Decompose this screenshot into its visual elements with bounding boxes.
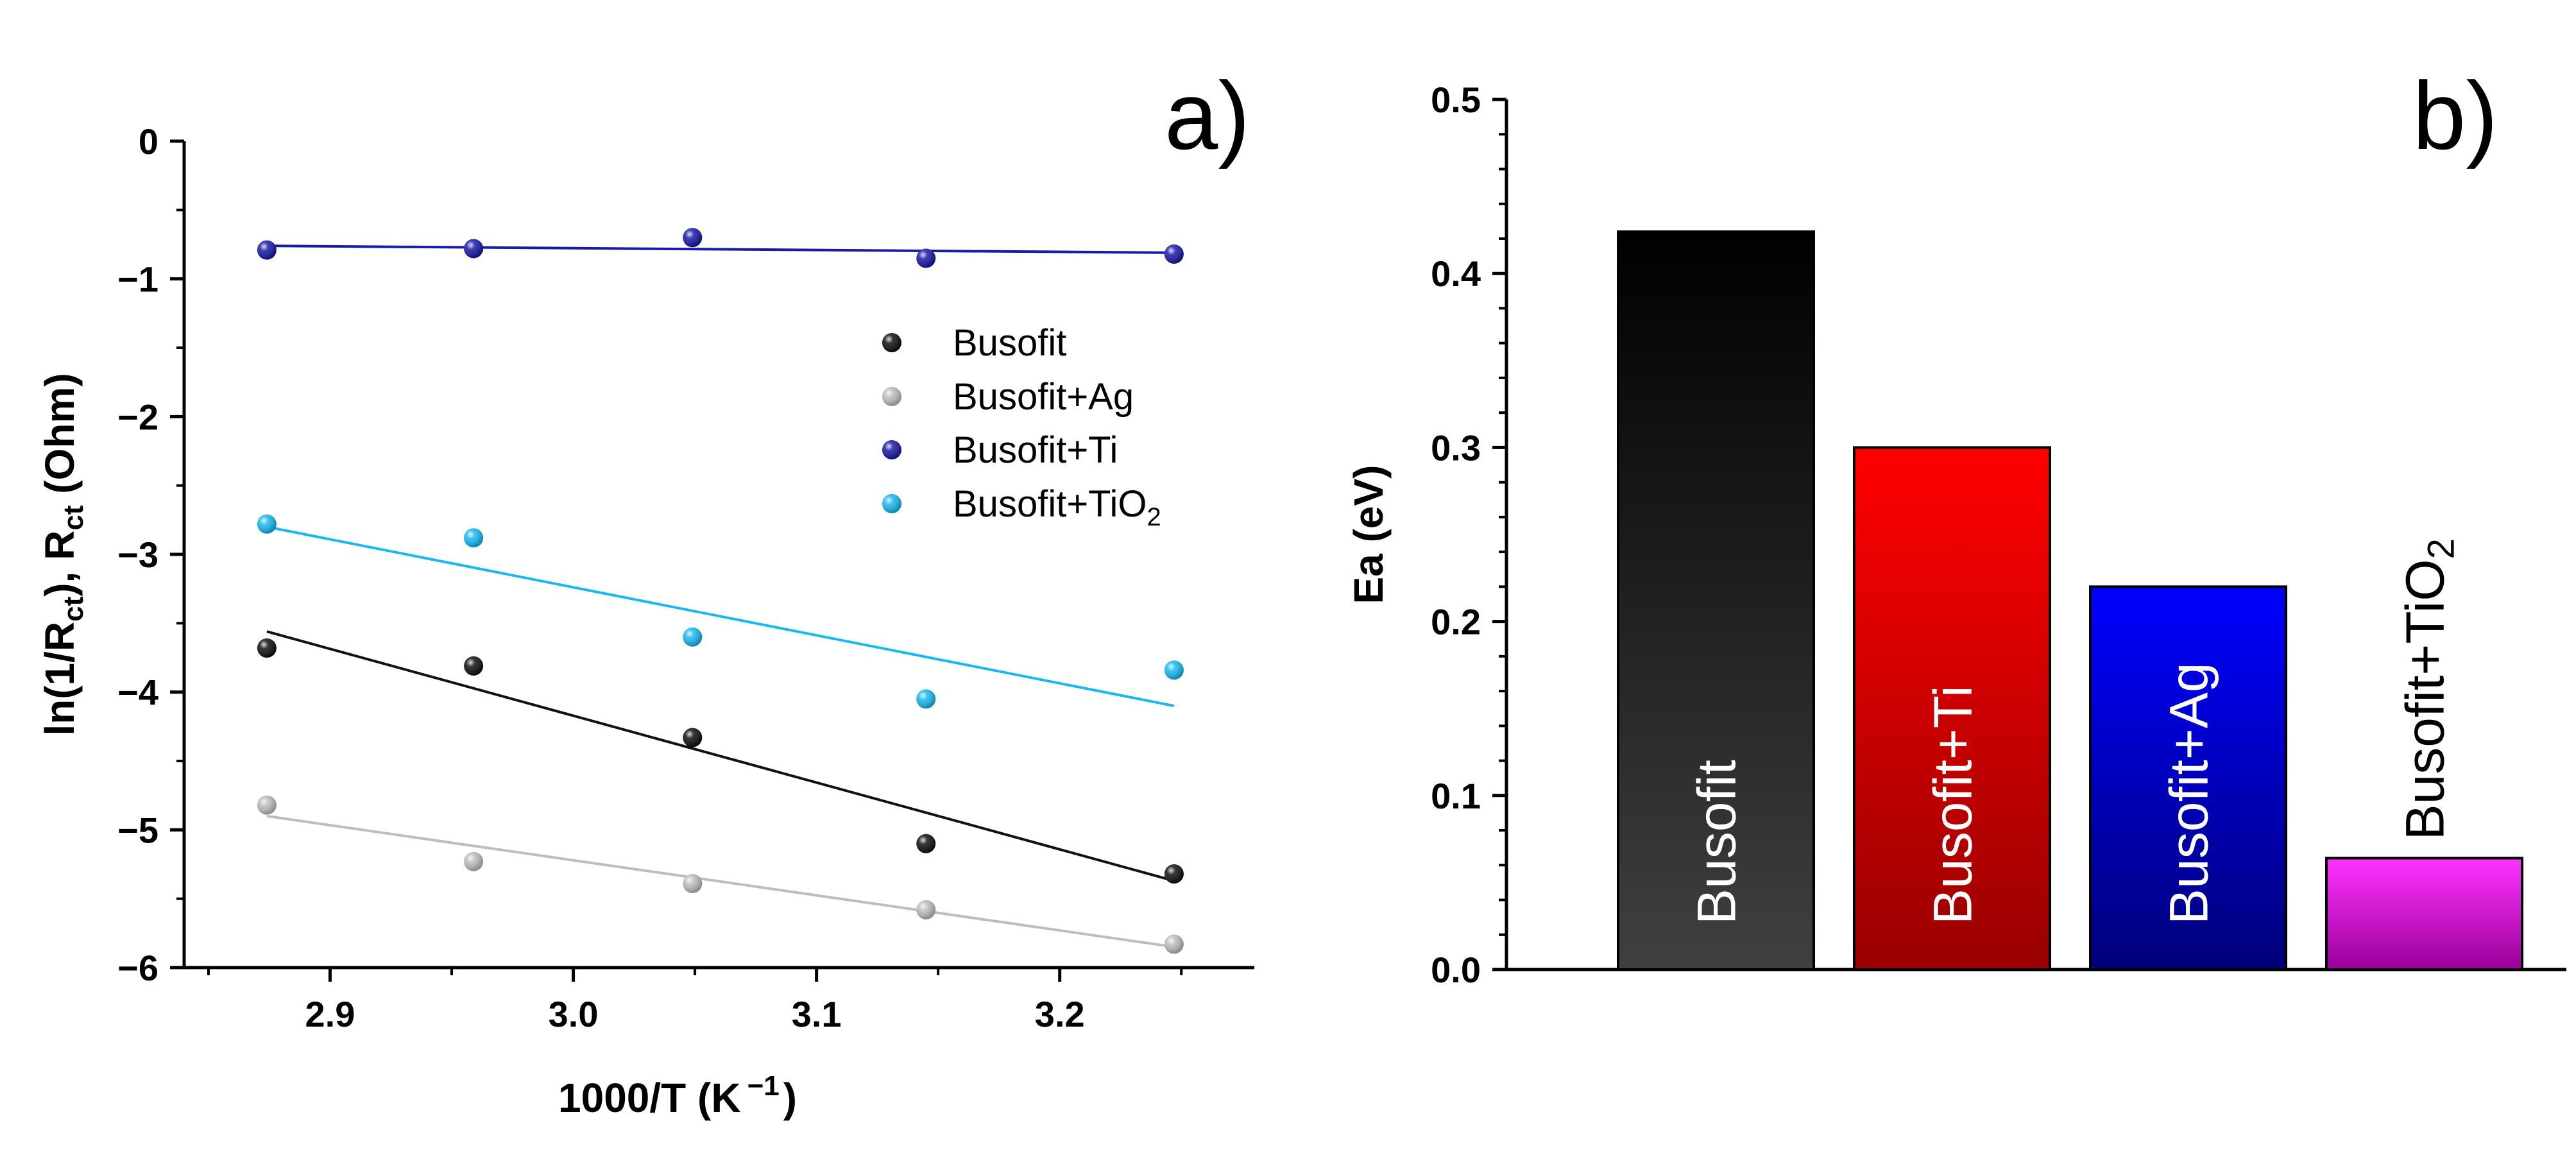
point-shine <box>257 638 277 658</box>
point-shine <box>916 689 936 709</box>
a-x-tick-label: 3.1 <box>792 994 842 1034</box>
a-y-ticks: 0 −1 −2 −3 −4 −5 −6 <box>117 121 184 988</box>
bar-busofit-ti <box>1853 446 2051 971</box>
b-bars: Busofit Busofit+Ti Busofit+Ag Busofit+TiO2 <box>1617 230 2523 971</box>
point-shine <box>683 728 703 748</box>
point-shine <box>1164 660 1184 680</box>
a-x-tick-label: 2.9 <box>305 994 355 1034</box>
legend-label-busofit-tio2: Busofit+TiO2 <box>953 483 1161 531</box>
a-y-tick-label: 0 <box>139 121 158 162</box>
point-shine <box>257 795 277 815</box>
bar-label-busofit-tio2: Busofit+TiO2 <box>2395 538 2462 840</box>
point-shine <box>257 514 277 534</box>
b-y-tick-label: 0.1 <box>1431 776 1481 816</box>
point-shine <box>257 240 277 260</box>
chart-b: b) 0.00.10.20.30.40.5 Busofit Busofit+Ti B… <box>1345 62 2566 990</box>
point-shine <box>916 900 936 919</box>
a-y-axis-label: ln(1/Rct), Rct (Ohm) <box>37 373 89 735</box>
bar-busofit-tio2 <box>2325 857 2523 971</box>
fit-line-busofit <box>266 630 1175 882</box>
legend-label-busofit: Busofit <box>953 322 1066 364</box>
a-x-tick-label: 3.0 <box>549 994 599 1034</box>
legend-label-busofit-ti: Busofit+Ti <box>953 429 1118 471</box>
chart-a: a) 0 −1 −2 −3 −4 −5 −6 2.9 3.0 3.1 3.2 Busofit Bu… <box>37 62 1254 1121</box>
a-legend: Busofit Busofit+Ag Busofit+Ti Busofit+Ti… <box>882 322 1161 531</box>
a-fit-lines <box>266 244 1175 948</box>
b-y-tick-label: 0.0 <box>1431 950 1481 990</box>
a-points <box>257 228 1184 954</box>
panel-label-b: b) <box>2412 62 2498 169</box>
point-shine <box>464 239 484 259</box>
point-shine <box>1164 244 1184 264</box>
point-shine <box>683 874 703 894</box>
point-shine <box>683 627 703 647</box>
point-shine <box>916 833 936 853</box>
a-y-tick-label: −2 <box>117 397 158 437</box>
bar-label-busofit-ag: Busofit+Ag <box>2159 662 2219 925</box>
b-y-axis-label: Ea (eV) <box>1345 465 1392 604</box>
point-shine <box>1164 864 1184 884</box>
point-shine <box>464 528 484 548</box>
a-y-tick-label: −3 <box>117 534 158 575</box>
a-y-tick-label: −5 <box>117 810 158 850</box>
point-shine <box>916 248 936 268</box>
point-shine <box>1164 934 1184 954</box>
point-shine <box>464 656 484 676</box>
b-y-tick-label: 0.5 <box>1431 80 1481 120</box>
b-y-tick-label: 0.2 <box>1431 602 1481 642</box>
bar-busofit-ag <box>2089 585 2287 971</box>
bar-label-busofit-ti: Busofit+Ti <box>1923 685 1983 925</box>
b-y-tick-label: 0.4 <box>1431 253 1481 294</box>
b-y-ticks: 0.0 0.1 0.2 0.3 0.4 0.5 <box>1431 80 1506 990</box>
point-shine <box>464 851 484 871</box>
a-y-tick-label: −1 <box>117 259 158 300</box>
a-x-axis-label: 1000/T (K −1) <box>558 1070 797 1121</box>
legend-label-busofit-ag: Busofit+Ag <box>953 376 1134 418</box>
b-y-tick-label: 0.3 <box>1431 427 1481 468</box>
a-y-tick-label: −4 <box>117 672 158 713</box>
bar-label-busofit: Busofit <box>1687 760 1747 925</box>
fit-line-busofit-tio2 <box>266 525 1175 708</box>
fit-line-busofit-ag <box>266 814 1175 948</box>
a-x-tick-label: 3.2 <box>1035 994 1085 1034</box>
a-y-tick-label: −6 <box>117 948 158 988</box>
panel-label-a: a) <box>1164 62 1250 169</box>
fit-line-busofit-ti <box>266 244 1174 254</box>
a-x-ticks: 2.9 3.0 3.1 3.2 <box>207 968 1183 1034</box>
point-shine <box>683 228 703 248</box>
bar-busofit <box>1617 230 1815 971</box>
